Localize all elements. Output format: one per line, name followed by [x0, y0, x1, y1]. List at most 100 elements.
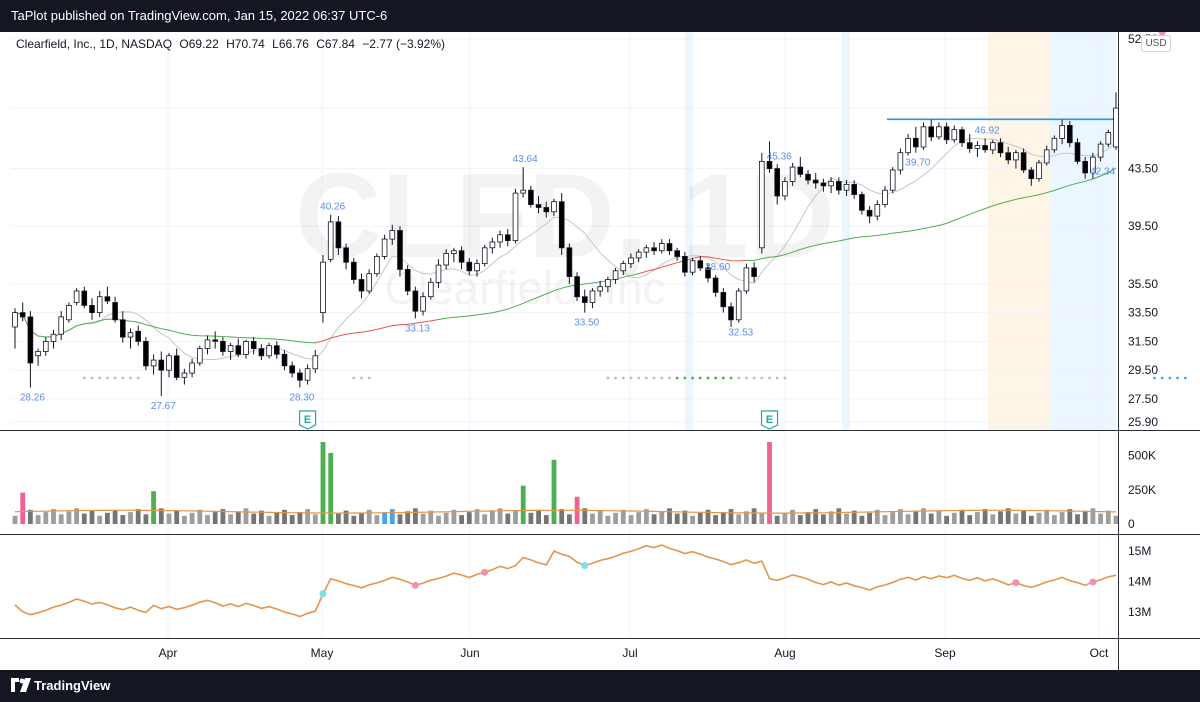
candle-body — [874, 204, 881, 217]
candle-body — [951, 129, 958, 141]
candle-body — [73, 290, 80, 303]
price-tick-label: 25.90 — [1128, 415, 1158, 429]
candle-body — [389, 230, 396, 240]
volume-bar — [728, 509, 734, 524]
signal-dot — [683, 376, 687, 380]
volume-bar — [366, 509, 372, 524]
candle-body — [543, 207, 550, 213]
volume-bar — [882, 515, 888, 524]
price-label: 40.26 — [320, 202, 345, 213]
volume-bar — [166, 513, 172, 524]
publish-header: TaPlot published on TradingView.com, Jan… — [0, 0, 1200, 32]
candle-body — [512, 192, 519, 242]
candle-body — [697, 260, 704, 269]
volume-bar — [1059, 512, 1065, 524]
candle-body — [712, 277, 719, 293]
volume-bar — [590, 513, 595, 524]
highlight-band — [1050, 32, 1116, 430]
candle-body — [27, 316, 34, 364]
volume-bar — [559, 509, 565, 524]
signal-dot — [90, 376, 94, 380]
price-label: 45.36 — [767, 151, 792, 162]
volume-bar — [1105, 510, 1111, 524]
price-label: 28.30 — [289, 392, 314, 403]
candle-body — [412, 290, 419, 312]
volume-bar — [790, 509, 795, 524]
price-chart[interactable]: CLFD, 1D Clearfield, Inc 28.2627.6728.30… — [0, 32, 1200, 670]
volume-bar — [266, 515, 272, 524]
candle-body — [397, 230, 403, 270]
price-label: 33.50 — [574, 318, 599, 329]
signal-dot — [1176, 376, 1179, 380]
price-label: 38.60 — [705, 262, 730, 273]
volume-bar — [120, 515, 126, 524]
volume-bar — [767, 442, 772, 524]
candle-body — [843, 183, 850, 191]
signal-dot — [644, 376, 648, 380]
volume-bar — [436, 515, 441, 524]
candle-body — [96, 296, 103, 313]
candle-body — [489, 241, 496, 249]
signal-dot — [82, 376, 86, 380]
candle-body — [743, 267, 750, 292]
candle-body — [89, 304, 95, 313]
volume-bar — [805, 512, 811, 524]
volume-bar — [1082, 511, 1088, 524]
signal-dot — [760, 376, 764, 380]
candle-body — [58, 316, 64, 335]
volume-bar — [205, 515, 210, 524]
signal-dot — [614, 376, 617, 380]
candle-body — [651, 247, 657, 252]
candle-body — [889, 169, 896, 191]
currency-badge[interactable]: USD — [1141, 35, 1171, 52]
volume-bar — [828, 511, 834, 524]
price-label: 27.67 — [151, 401, 176, 412]
candle-body — [620, 263, 627, 272]
volume-pane — [12, 442, 1119, 524]
volume-bar — [636, 512, 642, 524]
candle-body — [535, 204, 542, 208]
candle-body — [320, 261, 326, 313]
candle-body — [12, 312, 18, 328]
volume-bar — [582, 508, 588, 524]
candle-body — [212, 339, 219, 342]
volume-bar — [174, 510, 180, 524]
candle-body — [312, 355, 319, 370]
volume-bar — [1044, 509, 1050, 524]
candle-body — [913, 137, 919, 148]
volume-bar — [397, 514, 403, 524]
volume-bar — [235, 511, 241, 524]
candle-body — [112, 302, 118, 321]
candle-body — [358, 279, 365, 292]
price-label: 33.13 — [405, 323, 430, 334]
volume-tick-label: 0 — [1128, 517, 1135, 531]
indicator-tick-label: 15M — [1128, 544, 1151, 558]
volume-bar — [674, 513, 680, 524]
volume-bar — [690, 515, 695, 524]
volume-bar — [135, 509, 141, 524]
volume-bar — [220, 509, 226, 524]
volume-bar — [143, 514, 149, 524]
candle-body — [859, 194, 865, 211]
volume-bar — [905, 514, 911, 524]
signal-dot — [652, 376, 656, 380]
volume-bar — [913, 511, 919, 524]
candle-body — [612, 270, 619, 280]
candle-body — [582, 296, 588, 303]
candle-body — [797, 166, 804, 175]
candle-body — [574, 276, 580, 298]
current-price-tag — [1119, 98, 1165, 117]
volume-bar — [651, 514, 657, 524]
volume-bar — [1067, 509, 1073, 524]
signal-dot — [706, 376, 710, 380]
price-label: 43.64 — [513, 154, 538, 165]
volume-bar — [605, 515, 611, 524]
volume-bar — [413, 508, 418, 524]
price-tick-label: 43.50 — [1128, 162, 1158, 176]
candle-body — [281, 353, 288, 367]
volume-bar — [158, 508, 164, 524]
candle-body — [974, 145, 981, 149]
candles — [12, 92, 1119, 397]
price-labels: 28.26 27.67 28.30 40.26 33.13 43.64 33.50 38.60… — [20, 125, 1187, 430]
price-tick-label: 27.50 — [1128, 392, 1158, 406]
